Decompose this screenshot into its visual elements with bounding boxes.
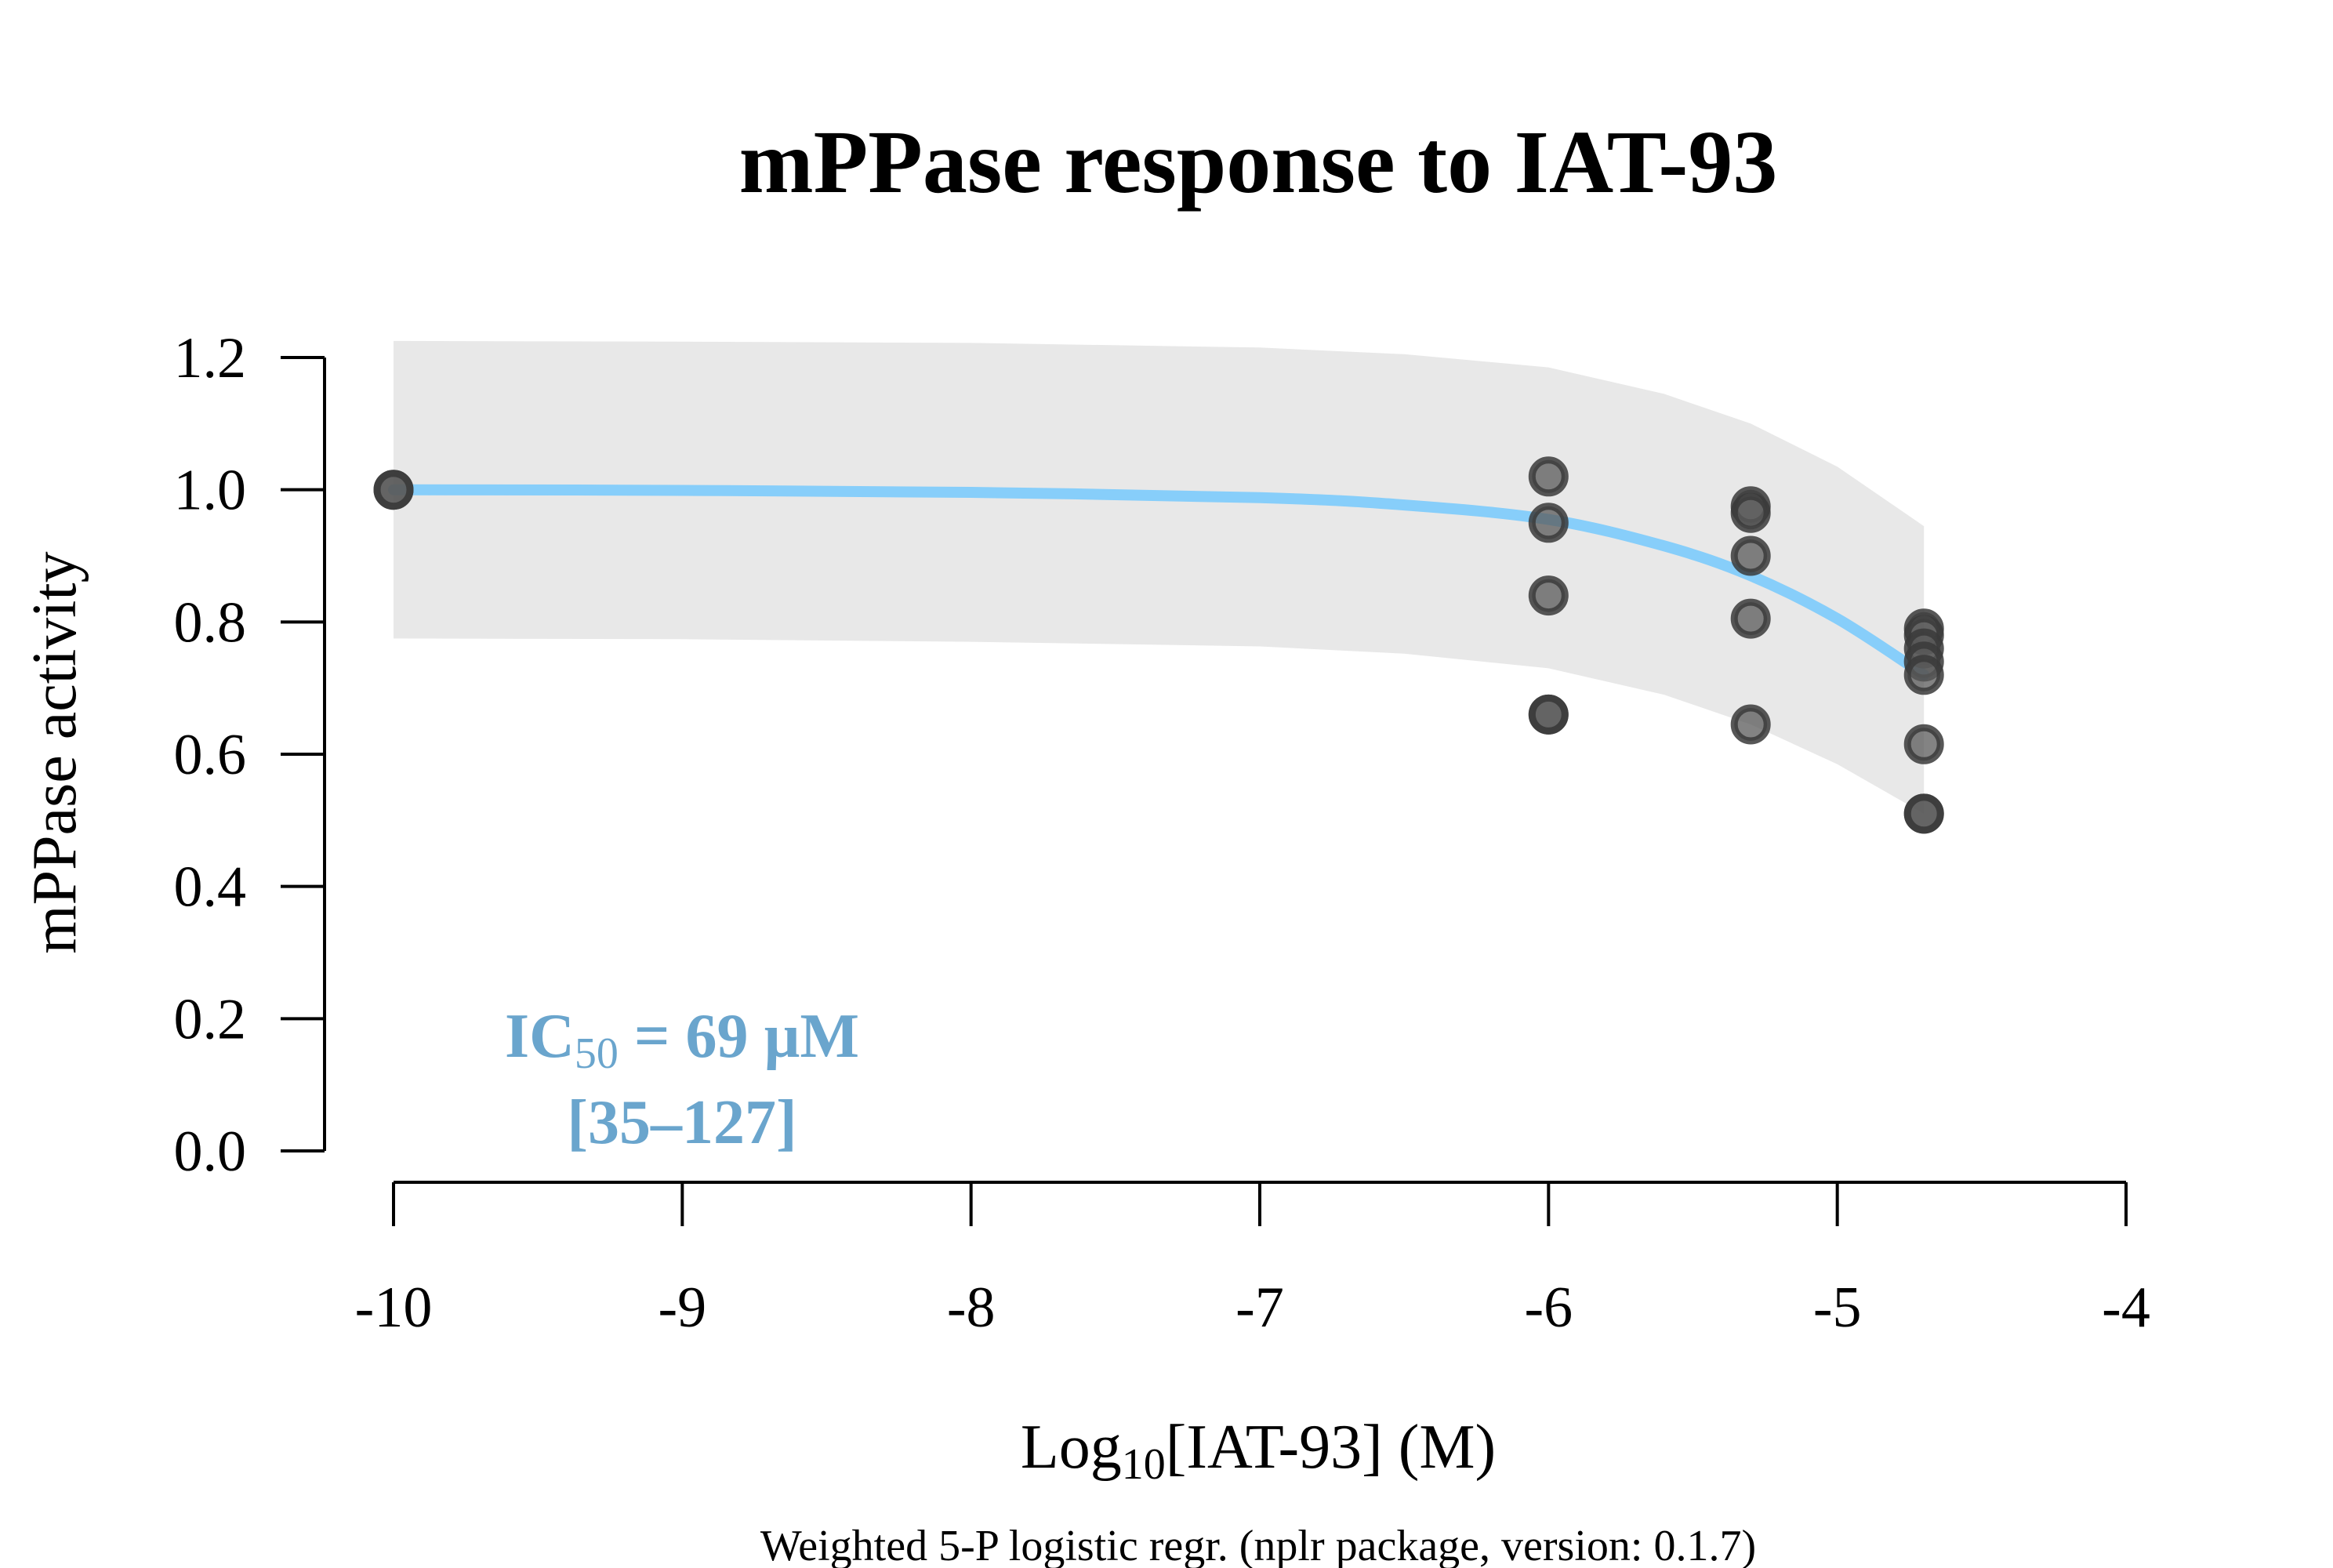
data-point (1903, 724, 1944, 764)
x-tick-label: -10 (355, 1276, 433, 1340)
data-point (1528, 694, 1569, 735)
y-axis: 0.0 0.2 0.4 0.6 0.8 1.0 1.2 (174, 326, 326, 1184)
x-tick-label: -8 (947, 1276, 996, 1340)
ic50-label-value: = 69 µM (619, 1002, 859, 1071)
x-tick-label: -9 (659, 1276, 707, 1340)
x-tick-label: -5 (1813, 1276, 1862, 1340)
data-points-layer (373, 456, 1944, 834)
x-tick-label: -7 (1235, 1276, 1284, 1340)
data-point (1903, 655, 1944, 695)
x-axis: -10 -9 -8 -7 -6 -5 -4 (355, 1181, 2150, 1340)
x-axis-label-prefix: Log (1021, 1413, 1122, 1482)
data-point (1903, 793, 1944, 834)
y-tick-label: 0.0 (174, 1120, 247, 1184)
x-tick-label: -6 (1525, 1276, 1573, 1340)
data-point (1730, 535, 1771, 576)
y-axis-label: mPPase activity (20, 551, 89, 953)
y-tick-label: 1.2 (174, 326, 247, 390)
x-axis-label-subscript: 10 (1122, 1440, 1166, 1489)
x-tick-label: -4 (2102, 1276, 2150, 1340)
data-point (1528, 456, 1569, 497)
ic50-annotation: IC50 = 69 µM (505, 1002, 859, 1078)
y-tick-label: 0.6 (174, 723, 247, 787)
fit-curve-layer (388, 484, 1930, 681)
y-tick-label: 0.4 (174, 855, 247, 920)
fit-curve (388, 484, 1930, 681)
method-footnote: Weighted 5-P logistic regr. (nplr packag… (760, 1522, 1756, 1568)
x-axis-label-suffix: [IAT-93] (M) (1166, 1413, 1496, 1482)
y-tick-label: 1.0 (174, 459, 247, 523)
data-point (1730, 598, 1771, 639)
ic50-confidence-interval: [35–127] (567, 1088, 796, 1157)
data-point (1730, 704, 1771, 745)
data-point (1528, 503, 1569, 543)
chart-title: mPPase response to IAT-93 (739, 112, 1778, 212)
y-tick-label: 0.2 (174, 987, 247, 1051)
y-tick-label: 0.8 (174, 590, 247, 655)
data-point (1730, 492, 1771, 533)
ic50-label-prefix: IC (505, 1002, 575, 1071)
confidence-band (394, 340, 1925, 814)
confidence-band-layer (394, 340, 1925, 814)
data-point (373, 470, 414, 510)
x-axis-label: Log10[IAT-93] (M) (1021, 1413, 1496, 1489)
ic50-label-subscript: 50 (575, 1029, 619, 1078)
data-point (1528, 575, 1569, 616)
